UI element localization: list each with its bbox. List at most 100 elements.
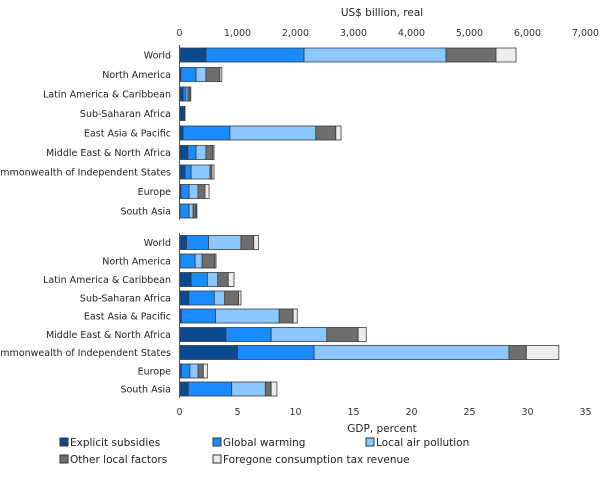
bar-world-global-warming: [186, 235, 209, 250]
tick-label: 1,000: [224, 28, 251, 39]
bar-world-foregone-consumption-tax-revenue: [253, 235, 259, 250]
bottom-axis-ticks: 0 5 10 15 20 25 30 35: [176, 407, 591, 418]
bar-middle-east-and-north-africa-global-warming: [187, 145, 197, 160]
bar-europe-other-local-factors: [197, 363, 204, 379]
legend-swatch-other-local-factors: [59, 454, 69, 464]
bar-latin-america-and-caribbean-foregone-consumption-tax-revenue: [227, 272, 235, 287]
category-label-latin-america-and-caribbean: Latin America & Caribbean: [43, 275, 171, 286]
category-label-east-asia-and-pacific: East Asia & Pacific: [84, 312, 171, 323]
tick-label: 15: [347, 407, 359, 418]
legend-label-foregone-consumption-tax-revenue: Foregone consumption tax revenue: [223, 454, 410, 466]
bar-middle-east-and-north-africa-explicit-subsidies: [179, 145, 189, 160]
bar-commonwealth-of-independent-states-local-air-pollution: [190, 164, 211, 180]
tick-label: 2,000: [282, 28, 309, 39]
bar-north-america-other-local-factors: [201, 253, 216, 269]
legend: Explicit subsidies Global warming Local ai…: [59, 437, 469, 466]
bar-commonwealth-of-independent-states-foregone-consumption-tax-revenue: [525, 345, 560, 360]
bar-south-asia-other-local-factors: [192, 203, 197, 219]
bar-south-asia-explicit-subsidies: [179, 381, 189, 397]
tick-label: 4,000: [398, 28, 425, 39]
bar-south-asia-foregone-consumption-tax-revenue: [270, 381, 278, 397]
bar-north-america-other-local-factors: [205, 67, 221, 82]
top-bars: [179, 47, 517, 219]
bar-sub-saharan-africa-other-local-factors: [224, 290, 240, 306]
bar-south-asia-local-air-pollution: [188, 203, 194, 219]
bar-latin-america-and-caribbean-global-warming: [190, 272, 208, 287]
legend-swatch-foregone-consumption-tax-revenue: [212, 454, 222, 464]
legend-swatch-local-air-pollution: [365, 437, 375, 447]
bar-world-local-air-pollution: [208, 235, 242, 250]
legend-label-explicit-subsidies: Explicit subsidies: [70, 437, 160, 449]
top-axis-ticks: 0 1,000 2,000 3,000 4,000 5,000 6,000 7,000: [176, 28, 599, 39]
legend-swatch-global-warming: [212, 437, 222, 447]
bar-latin-america-and-caribbean-explicit-subsidies: [179, 272, 192, 287]
bottom-bars: [179, 235, 560, 397]
bar-world-explicit-subsidies: [179, 47, 207, 63]
category-label-latin-america-and-caribbean: Latin America & Caribbean: [43, 90, 171, 101]
bar-south-asia-other-local-factors: [264, 381, 272, 397]
category-label-world: World: [144, 51, 171, 62]
legend-label-local-air-pollution: Local air pollution: [376, 437, 469, 449]
bar-commonwealth-of-independent-states-global-warming: [184, 164, 192, 180]
bar-world-other-local-factors: [445, 47, 497, 63]
tick-label: 5,000: [456, 28, 483, 39]
bottom-axis-title: GDP, percent: [347, 423, 416, 435]
tick-label: 3,000: [340, 28, 367, 39]
bar-east-asia-and-pacific-other-local-factors: [278, 308, 294, 324]
bar-world-other-local-factors: [240, 235, 255, 250]
bar-commonwealth-of-independent-states-explicit-subsidies: [179, 345, 238, 360]
tick-label: 0: [176, 407, 182, 418]
bar-europe-global-warming: [180, 363, 191, 379]
bar-europe-other-local-factors: [197, 184, 206, 199]
legend-swatch-explicit-subsidies: [59, 437, 69, 447]
bar-middle-east-and-north-africa-global-warming: [225, 327, 272, 342]
category-label-north-america: North America: [102, 257, 171, 268]
bar-sub-saharan-africa-global-warming: [188, 290, 215, 306]
category-label-europe: Europe: [138, 367, 172, 378]
bar-commonwealth-of-independent-states-other-local-factors: [508, 345, 527, 360]
bar-middle-east-and-north-africa-other-local-factors: [205, 145, 214, 160]
category-label-world: World: [144, 238, 171, 249]
tick-label: 7,000: [572, 28, 599, 39]
bar-middle-east-and-north-africa-foregone-consumption-tax-revenue: [212, 145, 215, 160]
bar-latin-america-and-caribbean-other-local-factors: [217, 272, 229, 287]
bar-middle-east-and-north-africa-local-air-pollution: [270, 327, 328, 342]
tick-label: 5: [234, 407, 240, 418]
tick-label: 30: [521, 407, 533, 418]
tick-label: 35: [579, 407, 591, 418]
tick-label: 0: [176, 28, 182, 39]
category-label-sub-saharan-africa: Sub-Saharan Africa: [80, 109, 171, 120]
bar-south-asia-foregone-consumption-tax-revenue: [195, 203, 198, 219]
bar-north-america-foregone-consumption-tax-revenue: [219, 67, 223, 82]
top-axis-title: US$ billion, real: [341, 7, 423, 19]
bar-sub-saharan-africa-explicit-subsidies: [179, 106, 185, 121]
bar-east-asia-and-pacific-foregone-consumption-tax-revenue: [292, 308, 298, 324]
bar-latin-america-and-caribbean-foregone-consumption-tax-revenue: [189, 86, 192, 102]
category-label-north-america: North America: [102, 70, 171, 81]
bar-south-asia-local-air-pollution: [231, 381, 266, 397]
category-label-east-asia-and-pacific: East Asia & Pacific: [84, 129, 171, 140]
bar-east-asia-and-pacific-global-warming: [182, 125, 231, 141]
bar-east-asia-and-pacific-foregone-consumption-tax-revenue: [335, 125, 342, 141]
bar-world-foregone-consumption-tax-revenue: [495, 47, 517, 63]
panel-us-billion: US$ billion, real 0 1,000 2,000 3,000 4,000 5…: [0, 7, 599, 220]
bar-latin-america-and-caribbean-local-air-pollution: [206, 272, 219, 287]
tick-label: 6,000: [514, 28, 541, 39]
tick-label: 25: [463, 407, 475, 418]
bar-middle-east-and-north-africa-local-air-pollution: [195, 145, 207, 160]
category-label-middle-east-and-north-africa: Middle East & North Africa: [46, 330, 171, 341]
bar-east-asia-and-pacific-local-air-pollution: [215, 308, 280, 324]
bar-sub-saharan-africa-explicit-subsidies: [179, 290, 190, 306]
bar-sub-saharan-africa-local-air-pollution: [213, 290, 226, 306]
category-label-south-asia: South Asia: [120, 385, 171, 396]
panel-gdp-percent: World North America Latin America & Caribb…: [0, 233, 592, 435]
bottom-category-labels: World North America Latin America & Caribb…: [0, 238, 171, 396]
tick-label: 20: [405, 407, 417, 418]
category-label-europe: Europe: [138, 187, 172, 198]
bar-middle-east-and-north-africa-explicit-subsidies: [179, 327, 227, 342]
bar-middle-east-and-north-africa-foregone-consumption-tax-revenue: [357, 327, 367, 342]
bar-east-asia-and-pacific-explicit-subsidies: [179, 125, 184, 141]
bar-world-global-warming: [205, 47, 305, 63]
category-label-middle-east-and-north-africa: Middle East & North Africa: [46, 148, 171, 159]
